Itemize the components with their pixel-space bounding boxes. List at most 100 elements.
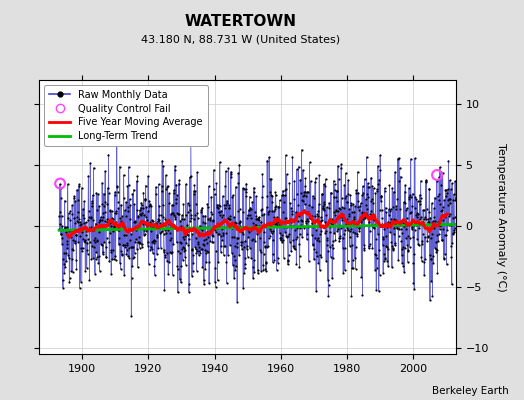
Text: Berkeley Earth: Berkeley Earth — [432, 386, 508, 396]
Point — [259, 262, 267, 268]
Point — [442, 232, 451, 238]
Point — [135, 240, 144, 246]
Point — [113, 183, 121, 189]
Point — [215, 208, 224, 215]
Point — [202, 229, 211, 235]
Point — [244, 234, 253, 240]
Point — [284, 258, 292, 264]
Point — [366, 214, 374, 220]
Point — [246, 244, 254, 251]
Point — [168, 210, 176, 217]
Point — [90, 164, 98, 171]
Point — [223, 219, 232, 225]
Point — [375, 247, 384, 254]
Point — [315, 238, 324, 244]
Point — [291, 216, 299, 222]
Point — [227, 223, 235, 230]
Point — [289, 242, 298, 249]
Point — [166, 230, 174, 237]
Point — [444, 158, 453, 164]
Point — [250, 184, 258, 191]
Point — [193, 248, 202, 254]
Point — [220, 202, 228, 208]
Point — [73, 197, 82, 203]
Point — [281, 152, 290, 158]
Point — [319, 206, 327, 212]
Point — [336, 233, 345, 240]
Point — [236, 218, 245, 224]
Point — [380, 188, 389, 194]
Point — [299, 193, 308, 199]
Point — [352, 190, 361, 196]
Point — [373, 186, 381, 192]
Point — [256, 224, 265, 230]
Point — [204, 216, 213, 222]
Point — [209, 217, 217, 223]
Point — [439, 204, 447, 210]
Point — [429, 259, 438, 266]
Point — [339, 234, 347, 241]
Point — [379, 270, 387, 276]
Point — [313, 213, 322, 219]
Point — [356, 200, 365, 207]
Point — [307, 178, 315, 184]
Point — [275, 217, 283, 224]
Point — [265, 222, 273, 229]
Point — [167, 249, 175, 256]
Point — [272, 266, 281, 273]
Point — [314, 208, 323, 214]
Point — [353, 168, 362, 175]
Point — [384, 220, 392, 226]
Point — [358, 292, 367, 298]
Point — [412, 214, 421, 220]
Point — [55, 226, 63, 233]
Point — [210, 186, 218, 192]
Point — [79, 244, 87, 251]
Point — [395, 232, 403, 239]
Point — [241, 265, 249, 271]
Point — [98, 201, 106, 208]
Point — [429, 225, 438, 232]
Point — [74, 219, 83, 226]
Point — [348, 242, 356, 248]
Point — [94, 260, 103, 266]
Point — [71, 198, 80, 204]
Point — [77, 279, 85, 285]
Point — [290, 178, 299, 184]
Point — [264, 210, 272, 217]
Point — [172, 239, 181, 246]
Point — [397, 226, 405, 232]
Point — [167, 234, 176, 241]
Point — [64, 254, 73, 261]
Point — [85, 214, 93, 220]
Point — [80, 198, 89, 204]
Point — [287, 218, 296, 225]
Point — [336, 214, 344, 220]
Point — [323, 235, 331, 241]
Point — [159, 163, 168, 170]
Point — [440, 255, 448, 262]
Point — [103, 219, 112, 225]
Point — [69, 246, 78, 253]
Point — [442, 186, 450, 193]
Point — [400, 269, 408, 275]
Point — [247, 254, 255, 261]
Point — [273, 214, 281, 220]
Point — [269, 236, 277, 243]
Point — [149, 224, 157, 231]
Point — [447, 281, 456, 288]
Point — [373, 188, 381, 194]
Point — [196, 246, 205, 252]
Point — [216, 248, 225, 255]
Point — [376, 192, 385, 199]
Point — [232, 220, 240, 227]
Point — [409, 260, 418, 266]
Legend: Raw Monthly Data, Quality Control Fail, Five Year Moving Average, Long-Term Tren: Raw Monthly Data, Quality Control Fail, … — [44, 85, 208, 146]
Point — [410, 226, 419, 233]
Point — [336, 225, 345, 232]
Point — [229, 220, 237, 226]
Point — [411, 155, 419, 162]
Point — [275, 197, 283, 203]
Point — [203, 240, 211, 246]
Point — [117, 248, 125, 254]
